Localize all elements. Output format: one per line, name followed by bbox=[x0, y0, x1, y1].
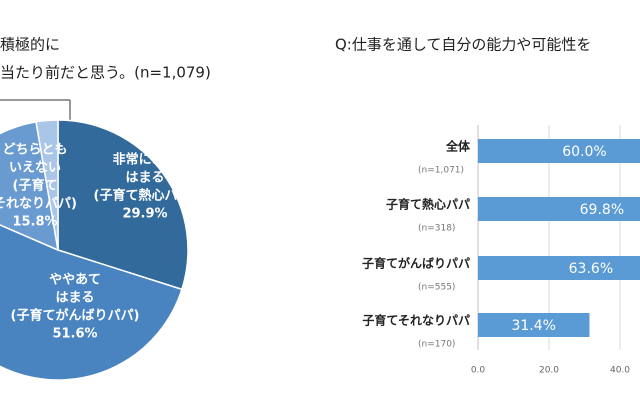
bar bbox=[478, 313, 590, 337]
slice-label: 非常にあて bbox=[113, 152, 178, 168]
category-label: 子育てそれなりパパ bbox=[362, 313, 470, 328]
slice-label: (子育て bbox=[13, 178, 58, 194]
category-label: 全体 bbox=[445, 139, 471, 154]
n-label: (n=555) bbox=[418, 283, 455, 293]
bar bbox=[478, 197, 640, 221]
n-label: (n=318) bbox=[418, 224, 455, 234]
slice-label: いえない bbox=[9, 161, 61, 176]
chart-title: 当たり前だと思う。(n=1,079) bbox=[0, 64, 211, 82]
bar-value-label: 69.8% bbox=[580, 202, 624, 218]
bar bbox=[478, 256, 640, 280]
chart-title: 積極的に bbox=[0, 36, 60, 54]
n-label: (n=170) bbox=[418, 340, 455, 350]
slice-label: (子育て熱心パパ) bbox=[94, 188, 197, 204]
slice-value-label: 15.8% bbox=[12, 215, 57, 230]
slice-label: どちらとも bbox=[2, 143, 67, 158]
slice-label: それなりパパ) bbox=[0, 197, 77, 212]
category-label: 子育て熱心パパ bbox=[386, 197, 470, 212]
chart-title: Q:仕事を通して自分の能力や可能性を bbox=[335, 36, 591, 54]
pie-slice bbox=[35, 119, 59, 251]
pie-slice bbox=[57, 119, 189, 291]
slice-label: (子育てがんばりパパ) bbox=[11, 308, 140, 324]
pie-slice bbox=[0, 120, 59, 252]
slice-label: はまる bbox=[55, 291, 94, 306]
x-tick-label: 20.0 bbox=[539, 366, 559, 376]
slice-value-label: 29.9% bbox=[122, 207, 167, 222]
category-label: 子育てがんばりパパ bbox=[362, 256, 470, 271]
slice-label: はまる bbox=[125, 171, 164, 186]
x-tick-label: 0.0 bbox=[471, 366, 486, 376]
bar-value-label: 63.6% bbox=[569, 261, 613, 277]
n-label: (n=1,071) bbox=[418, 166, 464, 176]
bar-value-label: 31.4% bbox=[511, 318, 555, 334]
bar-value-label: 60.0% bbox=[562, 144, 606, 160]
slice-value-label: 51.6% bbox=[52, 327, 97, 342]
x-tick-label: 40.0 bbox=[610, 366, 630, 376]
pie-slice bbox=[0, 224, 183, 381]
slice-label: ややあて bbox=[49, 273, 101, 288]
bar bbox=[478, 139, 640, 163]
